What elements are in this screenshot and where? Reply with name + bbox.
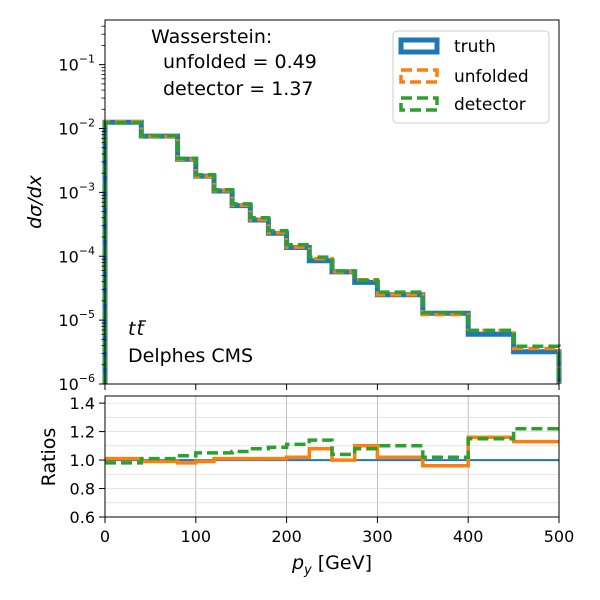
- ratio-y-tick-label: 0.6: [70, 508, 95, 527]
- ratio-axes-frame: [104, 395, 560, 518]
- wasserstein-annotation: Wasserstein: unfolded = 0.49 detector = …: [151, 26, 317, 100]
- main-y-axis: 10−6 10−5 10−4 10−3 10−2 10−1: [58, 25, 560, 394]
- ratio-panel: 0.60.81.01.21.4 0 100 200 300 400 500 Ratios …: [38, 394, 574, 578]
- process-label: tt: [128, 318, 145, 340]
- main-y-tick-label: 10−1: [58, 53, 95, 75]
- x-tick-label: 500: [544, 527, 575, 546]
- ratio-plot-area: [105, 426, 559, 468]
- main-y-tick-label: 10−2: [58, 117, 95, 139]
- legend-label-detector: detector: [454, 95, 526, 115]
- main-series-detector: [103, 121, 561, 384]
- legend-swatch-truth: [398, 37, 440, 55]
- x-tick-label: 0: [100, 527, 110, 546]
- x-tick-label: 200: [271, 527, 302, 546]
- wasserstein-unfolded: unfolded = 0.49: [163, 51, 317, 73]
- ratio-y-tick-label: 1.2: [70, 423, 95, 442]
- main-y-tick-label: 10−6: [58, 372, 95, 394]
- main-y-tick-label: 10−4: [58, 244, 95, 266]
- ratio-y-tick-label: 1.0: [70, 451, 95, 470]
- ratio-y-axis-label: Ratios: [38, 428, 60, 487]
- ratio-series-unfolded: [105, 435, 559, 468]
- wasserstein-detector: detector = 1.37: [163, 78, 314, 100]
- process-annotation: tt Delphes CMS: [128, 318, 253, 367]
- legend-swatch-detector: [399, 96, 439, 112]
- x-axis-label: py [GeV]: [291, 552, 372, 578]
- ratio-y-tick-label: 0.8: [70, 480, 95, 499]
- x-tick-label: 100: [181, 527, 212, 546]
- legend: truth unfolded detector: [392, 30, 550, 124]
- x-axis: 0 100 200 300 400 500: [100, 517, 574, 546]
- legend-label-unfolded: unfolded: [454, 67, 529, 87]
- x-tick-label: 400: [453, 527, 484, 546]
- legend-label-truth: truth: [454, 37, 496, 57]
- ratio-series-detector: [105, 426, 559, 465]
- x-tick-label: 300: [362, 527, 393, 546]
- main-y-axis-label: dσ/dx: [24, 174, 46, 229]
- main-series-unfolded: [103, 120, 561, 384]
- ratio-y-tick-label: 1.4: [70, 394, 95, 413]
- main-plot-area: [102, 119, 562, 384]
- wasserstein-title: Wasserstein:: [151, 26, 272, 48]
- ratio-y-axis: 0.6 0.8 1.0 1.2 1.4: [70, 394, 105, 527]
- main-panel: 10−6 10−5 10−4 10−3 10−2 10−1 dσ/dx Wasserste…: [24, 19, 562, 394]
- main-y-tick-label: 10−5: [58, 308, 95, 330]
- simulation-label: Delphes CMS: [128, 345, 253, 367]
- main-y-tick-label: 10−3: [58, 180, 95, 202]
- legend-swatch-unfolded: [399, 68, 439, 84]
